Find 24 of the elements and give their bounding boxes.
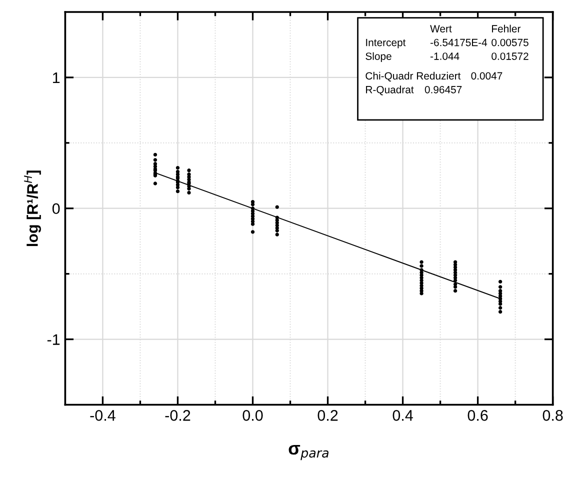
annotation: Chi-Quadr Reduziert <box>366 72 461 82</box>
annotation: -6.54175E-4 <box>430 38 488 46</box>
annotation: Slope <box>366 52 392 62</box>
annotation: 0.00575 <box>492 38 528 46</box>
y-tick-label: 0 <box>52 203 60 214</box>
annotation: Intercept <box>366 38 406 48</box>
y-axis-title: log [R¹/R$^{H}$] <box>24 170 41 246</box>
x-tick-label: -0.2 <box>165 410 190 421</box>
annotation: Fehler <box>492 24 521 32</box>
annotation: -1.044 <box>430 52 460 60</box>
annotation: 0.96457 <box>424 86 462 94</box>
annotation: Wert <box>430 25 452 32</box>
y-tick-label: 1 <box>53 72 60 83</box>
x-tick-label: 0.8 <box>542 410 563 421</box>
y-tick-label: -1 <box>47 334 60 345</box>
x-tick-label: 0.2 <box>318 410 338 421</box>
annotation: 0.01572 <box>492 52 528 60</box>
x-tick-label: 0.0 <box>242 410 263 421</box>
x-tick-label: -0.4 <box>90 410 116 421</box>
annotation: 0.0047 <box>471 72 502 80</box>
x-tick-label: 0.6 <box>468 410 488 421</box>
x-axis-title: σ$_{para}$ <box>288 444 328 460</box>
annotation: R-Quadrat <box>366 86 414 96</box>
x-tick-label: 0.4 <box>392 410 413 421</box>
